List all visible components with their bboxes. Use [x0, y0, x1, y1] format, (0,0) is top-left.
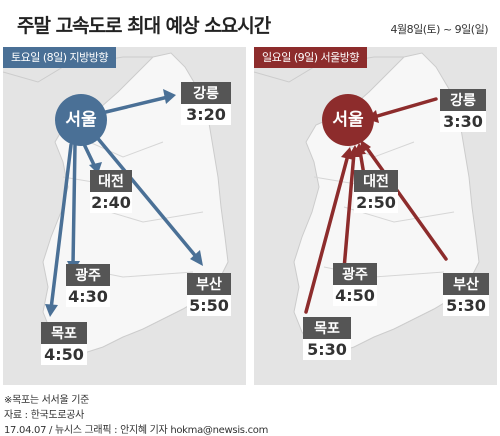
city-name: 목포: [303, 317, 351, 339]
travel-time: 5:50: [187, 295, 231, 316]
route-gwangju: 광주 4:50: [333, 263, 377, 306]
route-daejeon: 대전 2:40: [90, 170, 132, 213]
city-name: 강릉: [181, 82, 231, 104]
travel-time: 3:30: [440, 111, 486, 132]
route-gangneung: 강릉 3:20: [181, 82, 231, 125]
route-busan: 부산 5:50: [187, 273, 231, 316]
date-range: 4월8일(토) ~ 9일(일): [390, 23, 489, 36]
source-text: 자료 : 한국도로공사: [4, 410, 85, 421]
city-name: 부산: [187, 273, 231, 295]
city-name: 부산: [443, 273, 489, 295]
seoul-hub: 서울: [322, 94, 374, 146]
seoul-hub: 서울: [55, 94, 107, 146]
travel-time: 4:30: [66, 286, 110, 307]
travel-time: 2:40: [90, 192, 132, 213]
saturday-badge: 토요일 (8일) 지방방향: [3, 47, 117, 68]
footnote-mokpo: ※목포는 서서울 기준: [4, 395, 90, 406]
city-name: 강릉: [440, 89, 486, 111]
city-name: 대전: [354, 170, 398, 192]
travel-time: 5:30: [443, 295, 489, 316]
travel-time: 4:50: [41, 344, 87, 365]
credit-text: 17.04.07 / 뉴시스 그래픽 : 안지혜 기자 hokma@newsis…: [4, 425, 269, 436]
page-title: 주말 고속도로 최대 예상 소요시간: [17, 15, 271, 37]
route-daejeon: 대전 2:50: [354, 170, 398, 213]
route-mokpo: 목포 5:30: [303, 317, 351, 360]
route-gangneung: 강릉 3:30: [440, 89, 486, 132]
route-mokpo: 목포 4:50: [41, 322, 87, 365]
route-busan: 부산 5:30: [443, 273, 489, 316]
travel-time: 2:50: [354, 192, 398, 213]
travel-time: 4:50: [333, 285, 377, 306]
city-name: 광주: [66, 264, 110, 286]
route-gwangju: 광주 4:30: [66, 264, 110, 307]
travel-time: 5:30: [303, 339, 351, 360]
city-name: 대전: [90, 170, 132, 192]
saturday-panel: 토요일 (8일) 지방방향 서울 강릉 3:20 대전 2:40 광주 4:30…: [3, 47, 246, 385]
sunday-badge: 일요일 (9일) 서울방향: [254, 47, 368, 68]
city-name: 광주: [333, 263, 377, 285]
sunday-panel: 일요일 (9일) 서울방향 서울 강릉 3:30 대전 2:50 광주 4:50…: [254, 47, 497, 385]
city-name: 목포: [41, 322, 87, 344]
travel-time: 3:20: [181, 104, 231, 125]
